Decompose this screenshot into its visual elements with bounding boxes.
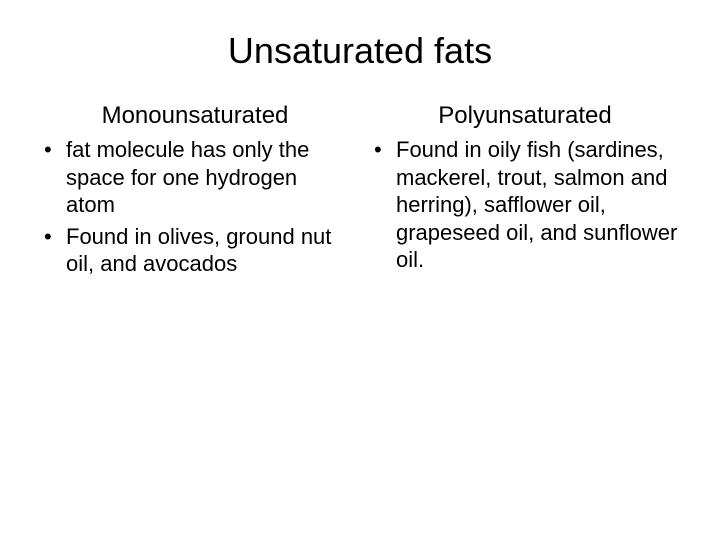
columns: Monounsaturated fat molecule has only th… xyxy=(40,102,680,282)
list-item: fat molecule has only the space for one … xyxy=(40,136,350,219)
left-subheading: Monounsaturated xyxy=(40,102,350,130)
list-item: Found in olives, ground nut oil, and avo… xyxy=(40,223,350,278)
slide: Unsaturated fats Monounsaturated fat mol… xyxy=(0,0,720,540)
left-bullet-list: fat molecule has only the space for one … xyxy=(40,136,350,278)
page-title: Unsaturated fats xyxy=(40,30,680,72)
list-item: Found in oily fish (sardines, mackerel, … xyxy=(370,136,680,274)
right-bullet-list: Found in oily fish (sardines, mackerel, … xyxy=(370,136,680,274)
left-column: Monounsaturated fat molecule has only th… xyxy=(40,102,350,282)
right-subheading: Polyunsaturated xyxy=(370,102,680,130)
right-column: Polyunsaturated Found in oily fish (sard… xyxy=(370,102,680,282)
